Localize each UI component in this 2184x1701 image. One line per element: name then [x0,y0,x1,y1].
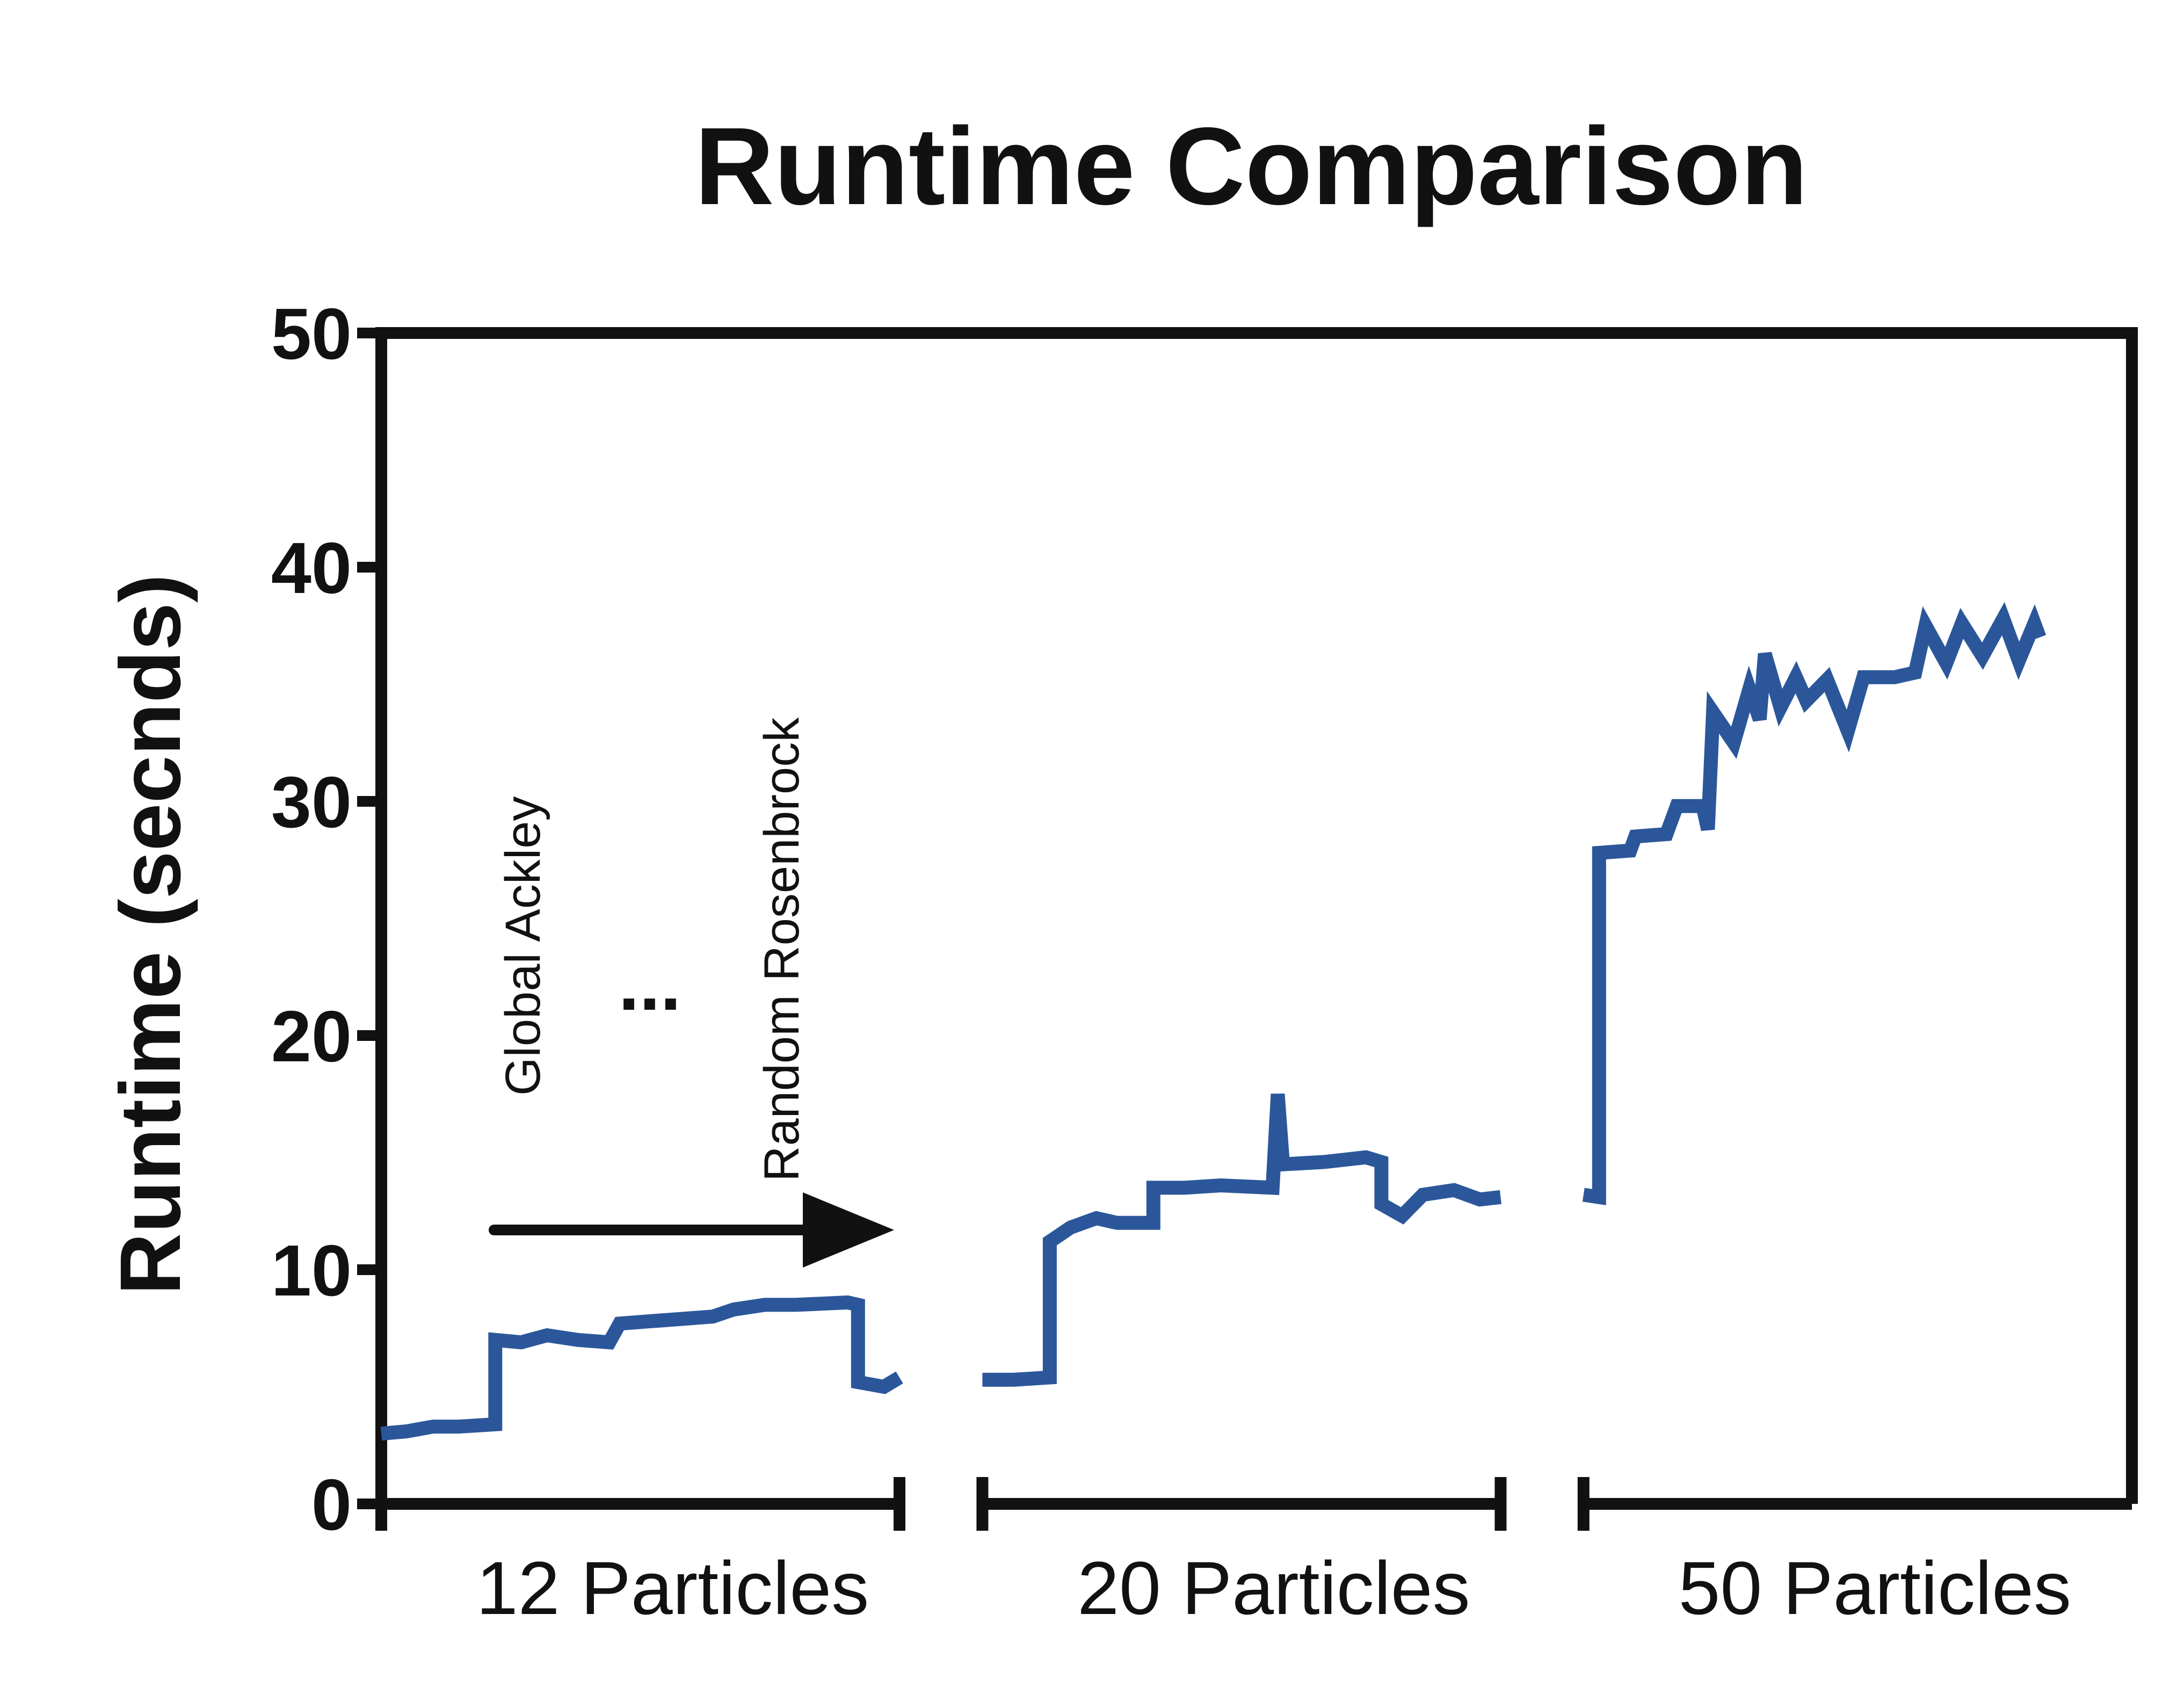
series-line-1 [380,1295,903,1441]
annotation-ellipsis: ... [619,942,681,1026]
y-axis-ticks: 0 10 20 30 40 50 [271,293,381,1545]
frame-outline [375,327,2138,1504]
x-group-label: 50 Particles [1679,1546,2071,1630]
annotation-arrow-head [803,1192,894,1268]
y-axis-label: Runtime (secnds) [102,574,198,1295]
y-tick-label: 0 [311,1464,352,1545]
order-annotation: Global Ackley ... Random Rosenbrock [489,717,894,1268]
y-tick-label: 20 [271,996,352,1077]
runtime-series [380,602,2047,1441]
annotation-start-label: Global Ackley [496,797,550,1096]
x-group-label: 20 Particles [1077,1546,1470,1630]
series-line-3 [1582,602,2047,1205]
chart-title: Runtime Comparison [695,105,1808,228]
y-tick-label: 10 [271,1230,352,1311]
series-line-2 [982,1094,1501,1387]
plot-frame [375,327,2138,1504]
y-tick-label: 30 [271,762,352,843]
y-tick-label: 40 [271,527,352,609]
annotation-end-label: Random Rosenbrock [754,717,809,1182]
y-tick-label: 50 [271,293,352,374]
x-group-label: 12 Particles [476,1546,869,1630]
x-axis-groups: 12 Particles 20 Particles 50 Particles [375,1477,2132,1630]
